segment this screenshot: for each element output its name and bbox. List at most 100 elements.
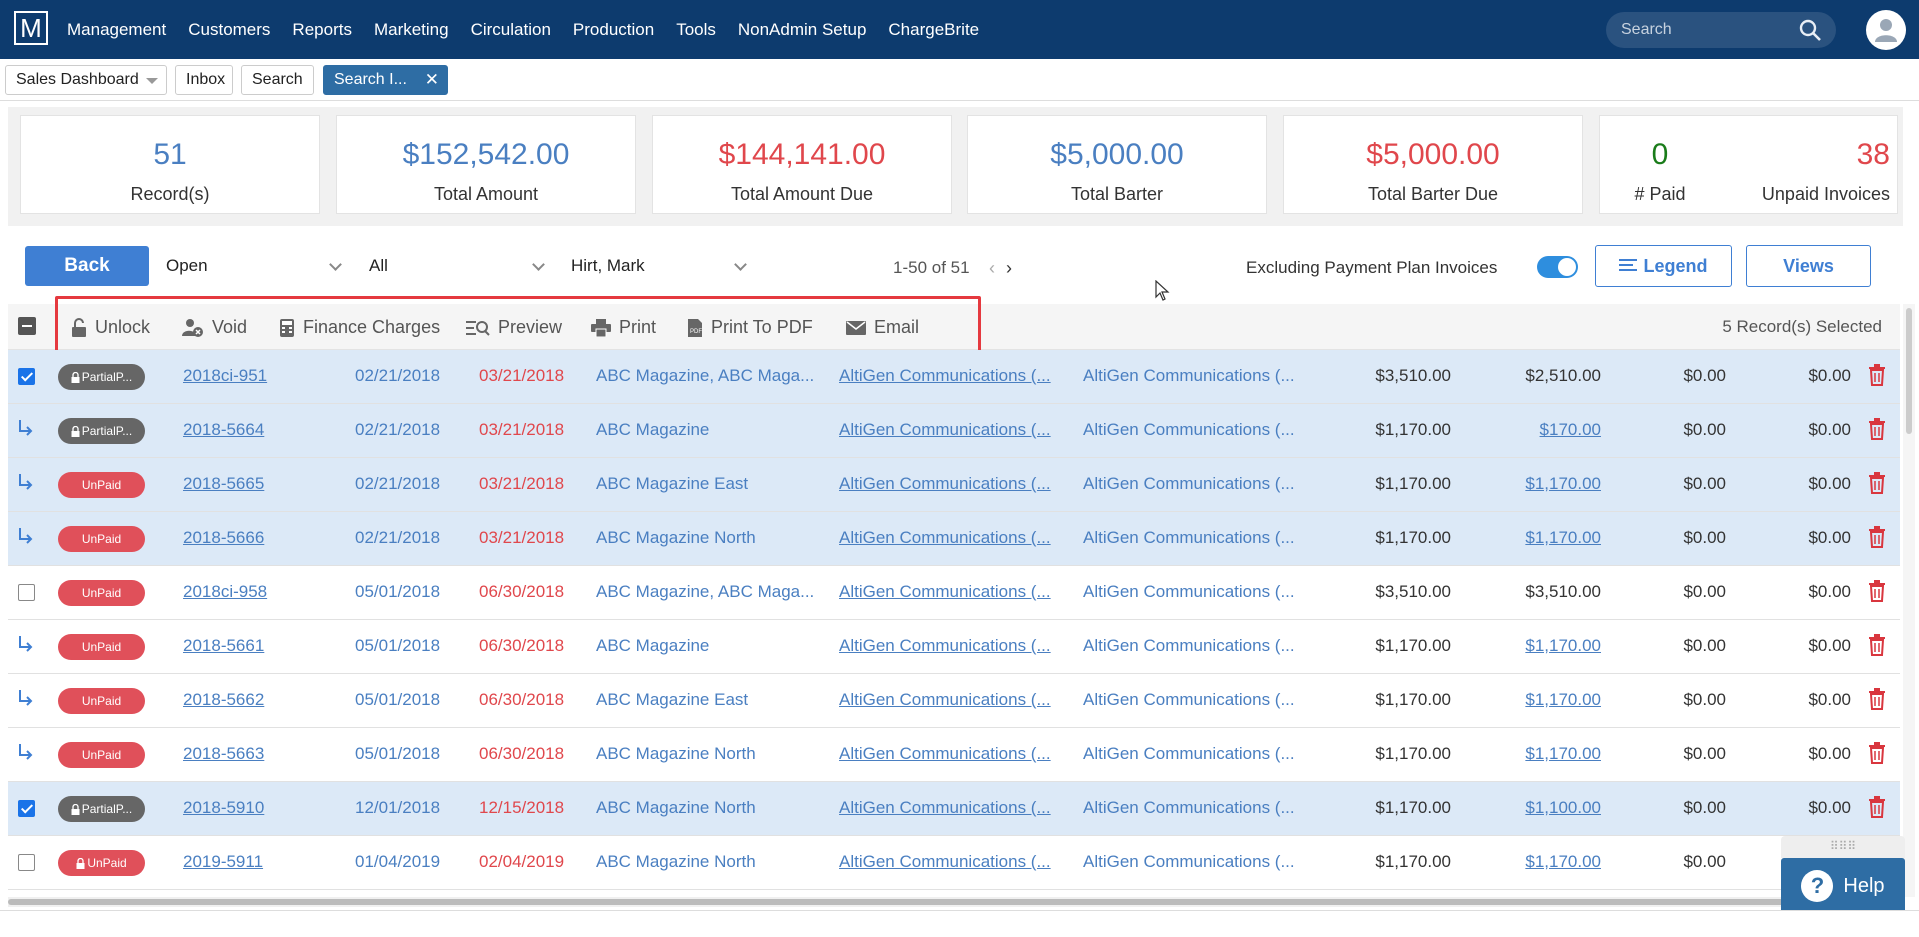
trash-icon[interactable] (1868, 472, 1886, 494)
table-row[interactable]: PartialP... 2018-5910 12/01/2018 12/15/2… (8, 782, 1900, 836)
trash-icon[interactable] (1868, 364, 1886, 386)
invoice-link[interactable]: 2018-5661 (183, 636, 265, 655)
amount-due-link[interactable]: $1,170.00 (1525, 852, 1601, 871)
amount-due-link[interactable]: $1,170.00 (1525, 690, 1601, 709)
close-icon[interactable]: ✕ (424, 70, 439, 89)
invoice-link[interactable]: 2018-5662 (183, 690, 265, 709)
stat-total-amount-value: $152,542.00 (402, 138, 570, 171)
table-row[interactable]: UnPaid 2018-5663 05/01/2018 06/30/2018 A… (8, 728, 1900, 782)
rep-dropdown[interactable]: Hirt, Mark (571, 246, 751, 286)
vertical-scrollbar[interactable] (1903, 304, 1915, 897)
amount-due-link[interactable]: $1,170.00 (1525, 474, 1601, 493)
scroll-thumb[interactable] (8, 899, 1888, 905)
table-row[interactable]: PartialP... 2018ci-951 02/21/2018 03/21/… (8, 350, 1900, 404)
advertiser-link[interactable]: AltiGen Communications (... (839, 420, 1051, 439)
trash-icon[interactable] (1868, 580, 1886, 602)
row-checkbox[interactable] (18, 368, 35, 385)
menu-circulation[interactable]: Circulation (470, 19, 551, 39)
invoice-link[interactable]: 2018-5666 (183, 528, 265, 547)
back-button[interactable]: Back (25, 246, 149, 286)
table-row[interactable]: UnPaid 2018ci-958 05/01/2018 06/30/2018 … (8, 566, 1900, 620)
menu-chargebrite[interactable]: ChargeBrite (888, 19, 980, 39)
table-row[interactable]: UnPaid 2019-5911 01/04/2019 02/04/2019 A… (8, 836, 1900, 890)
advertiser-link[interactable]: AltiGen Communications (... (839, 366, 1051, 385)
row-checkbox[interactable] (18, 800, 35, 817)
tab-search[interactable]: Search (241, 65, 314, 95)
help-button[interactable]: ? Help (1781, 858, 1905, 914)
trash-icon[interactable] (1868, 634, 1886, 656)
scroll-thumb[interactable] (1906, 308, 1912, 434)
amount-due-link[interactable]: $1,170.00 (1525, 744, 1601, 763)
table-row[interactable]: UnPaid 2018-5666 02/21/2018 03/21/2018 A… (8, 512, 1900, 566)
amount-due-link[interactable]: $1,100.00 (1525, 798, 1601, 817)
views-button[interactable]: Views (1746, 245, 1871, 287)
chevron-right-icon[interactable]: › (1006, 258, 1012, 278)
advertiser-link[interactable]: AltiGen Communications (... (839, 798, 1051, 817)
amount-due-link[interactable]: $1,170.00 (1525, 528, 1601, 547)
tab-inbox[interactable]: Inbox (175, 65, 233, 95)
global-search-input[interactable] (1621, 21, 1791, 39)
tab-sales-dashboard[interactable]: Sales Dashboard (5, 65, 167, 95)
advertiser-link[interactable]: AltiGen Communications (... (839, 690, 1051, 709)
print-to-pdf-label: Print To PDF (711, 317, 813, 337)
invoice-link[interactable]: 2018-5663 (183, 744, 265, 763)
advertiser-link[interactable]: AltiGen Communications (... (839, 528, 1051, 547)
tab-search-invoices[interactable]: Search I... ✕ (323, 65, 448, 95)
child-arrow-icon (19, 420, 33, 436)
print-to-pdf-action[interactable]: PDF Print To PDF (687, 317, 813, 338)
menu-nonadmin-setup[interactable]: NonAdmin Setup (737, 19, 867, 39)
advertiser-link[interactable]: AltiGen Communications (... (839, 582, 1051, 601)
table-row[interactable]: UnPaid 2018-5662 05/01/2018 06/30/2018 A… (8, 674, 1900, 728)
app-logo[interactable]: M (14, 11, 48, 45)
invoice-link[interactable]: 2018-5910 (183, 798, 265, 817)
menu-reports[interactable]: Reports (292, 19, 352, 39)
row-checkbox[interactable] (18, 584, 35, 601)
advertiser-link[interactable]: AltiGen Communications (... (839, 636, 1051, 655)
menu-customers[interactable]: Customers (188, 19, 271, 39)
invoice-link[interactable]: 2019-5911 (183, 852, 264, 871)
trash-icon[interactable] (1868, 526, 1886, 548)
menu-marketing[interactable]: Marketing (373, 19, 449, 39)
advertiser-link[interactable]: AltiGen Communications (... (839, 852, 1051, 871)
child-arrow-icon (19, 744, 33, 760)
type-dropdown[interactable]: All (369, 246, 549, 286)
status-dropdown[interactable]: Open (166, 246, 346, 286)
trash-icon[interactable] (1868, 796, 1886, 818)
amount-due-link[interactable]: $170.00 (1539, 420, 1601, 439)
user-avatar[interactable] (1866, 10, 1906, 50)
search-icon[interactable] (1798, 18, 1822, 47)
menu-tools[interactable]: Tools (676, 19, 716, 39)
invoice-link[interactable]: 2018-5665 (183, 474, 265, 493)
print-action[interactable]: Print (591, 317, 656, 338)
advertiser-link[interactable]: AltiGen Communications (... (839, 744, 1051, 763)
row-checkbox[interactable] (18, 854, 35, 871)
menu-management[interactable]: Management (67, 19, 167, 39)
void-action[interactable]: Void (182, 317, 247, 338)
barter-due: $0.00 (1808, 636, 1851, 655)
trash-icon[interactable] (1868, 742, 1886, 764)
invoice-link[interactable]: 2018ci-951 (183, 366, 268, 385)
legend-button[interactable]: Legend (1595, 245, 1732, 287)
caret-down-icon[interactable] (146, 78, 158, 84)
chevron-left-icon[interactable]: ‹ (989, 258, 995, 278)
amount-due-link[interactable]: $1,170.00 (1525, 636, 1601, 655)
table-row[interactable]: PartialP... 2018-5664 02/21/2018 03/21/2… (8, 404, 1900, 458)
menu-production[interactable]: Production (572, 19, 655, 39)
horizontal-scrollbar[interactable] (8, 897, 1900, 907)
advertiser-link[interactable]: AltiGen Communications (... (839, 474, 1051, 493)
amount-due: $2,510.00 (1525, 366, 1601, 385)
unlock-action[interactable]: Unlock (71, 317, 150, 338)
preview-action[interactable]: Preview (466, 317, 562, 338)
invoice-link[interactable]: 2018ci-958 (183, 582, 268, 601)
trash-icon[interactable] (1868, 418, 1886, 440)
top-navigation: M Management Customers Reports Marketing… (0, 0, 1919, 59)
table-row[interactable]: UnPaid 2018-5661 05/01/2018 06/30/2018 A… (8, 620, 1900, 674)
select-all-checkbox[interactable] (18, 317, 36, 335)
invoice-link[interactable]: 2018-5664 (183, 420, 265, 439)
finance-charges-action[interactable]: Finance Charges (279, 317, 440, 338)
help-drag-handle[interactable]: ⠿⠿⠿ (1781, 836, 1905, 858)
exclude-payment-plan-toggle[interactable] (1537, 256, 1578, 278)
trash-icon[interactable] (1868, 688, 1886, 710)
table-row[interactable]: UnPaid 2018-5665 02/21/2018 03/21/2018 A… (8, 458, 1900, 512)
email-action[interactable]: Email (846, 317, 919, 338)
